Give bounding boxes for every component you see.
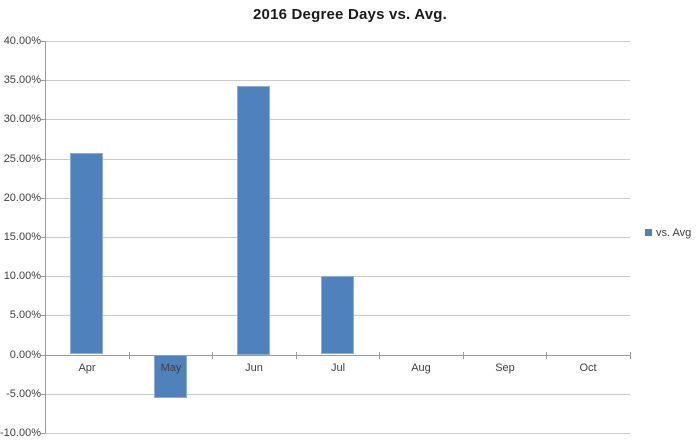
y-axis-label: 25.00% xyxy=(3,153,41,165)
x-axis-label-may: May xyxy=(160,362,182,374)
gridline xyxy=(45,433,630,434)
y-axis-tick xyxy=(41,237,45,238)
x-axis-tick xyxy=(379,352,380,359)
x-axis-label-jun: Jun xyxy=(245,362,263,374)
y-axis-tick xyxy=(41,433,45,434)
y-axis-label: 15.00% xyxy=(3,231,41,243)
y-axis-line xyxy=(45,41,46,433)
x-axis-tick xyxy=(212,352,213,359)
y-axis-label: 40.00% xyxy=(3,35,41,47)
gridline xyxy=(45,119,630,120)
gridline xyxy=(45,237,630,238)
x-axis-label-sep: Sep xyxy=(495,362,515,374)
bar-jun xyxy=(237,86,270,355)
x-axis-label-jul: Jul xyxy=(330,362,346,374)
y-axis-label: 35.00% xyxy=(3,74,41,86)
x-axis-tick xyxy=(129,352,130,359)
gridline xyxy=(45,41,630,42)
y-axis-tick xyxy=(41,198,45,199)
gridline xyxy=(45,159,630,160)
y-axis-label: -5.00% xyxy=(6,388,41,400)
legend-label: vs. Avg xyxy=(656,226,692,239)
x-axis-tick xyxy=(296,352,297,359)
x-axis-label-apr: Apr xyxy=(78,362,96,374)
bar-apr xyxy=(70,153,103,354)
x-axis-tick xyxy=(463,352,464,359)
y-axis-label: 10.00% xyxy=(3,270,41,282)
y-axis-label: -10.00% xyxy=(0,427,41,439)
y-axis-label: 30.00% xyxy=(3,113,41,125)
gridline xyxy=(45,394,630,395)
x-axis-tick xyxy=(630,352,631,359)
y-axis-tick xyxy=(41,355,45,356)
bar-may xyxy=(154,355,187,398)
y-axis-label: 20.00% xyxy=(3,192,41,204)
x-axis-label-oct: Oct xyxy=(579,362,597,374)
x-axis-label-aug: Aug xyxy=(411,362,431,374)
gridline xyxy=(45,80,630,81)
x-axis-tick xyxy=(546,352,547,359)
x-axis-line xyxy=(45,355,630,356)
y-axis-label: 5.00% xyxy=(9,309,41,321)
legend-square-icon xyxy=(645,229,652,236)
legend: vs. Avg xyxy=(645,225,691,240)
y-axis-tick xyxy=(41,394,45,395)
gridline xyxy=(45,198,630,199)
chart-title: 2016 Degree Days vs. Avg. xyxy=(252,6,447,23)
bar-jul xyxy=(321,276,354,354)
y-axis-tick xyxy=(41,119,45,120)
x-axis-tick xyxy=(45,352,46,359)
y-axis-tick xyxy=(41,80,45,81)
y-axis-tick xyxy=(41,41,45,42)
y-axis-label: 0.00% xyxy=(9,349,41,361)
y-axis-tick xyxy=(41,276,45,277)
y-axis-tick xyxy=(41,315,45,316)
y-axis-tick xyxy=(41,159,45,160)
